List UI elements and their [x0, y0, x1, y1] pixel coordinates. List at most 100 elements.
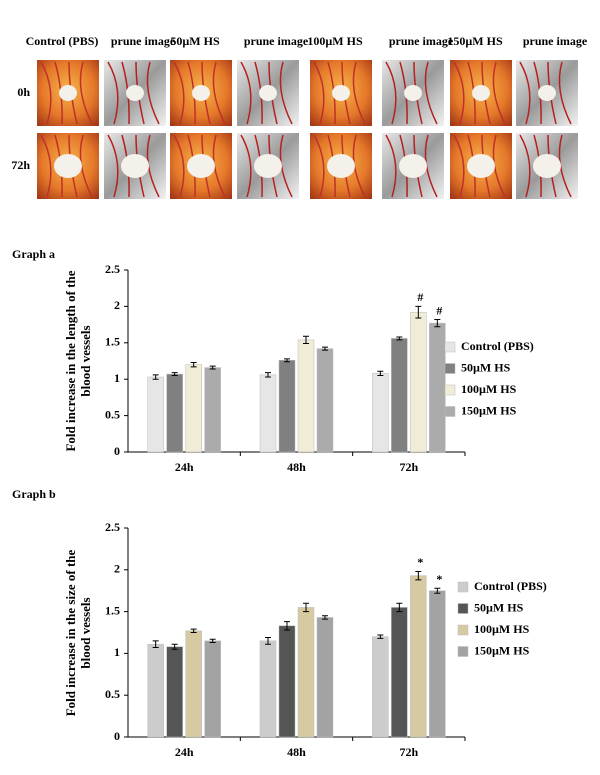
y-tick-label: 0.5	[105, 407, 120, 421]
legend-label: 150µM HS	[474, 643, 530, 657]
bar	[316, 617, 334, 738]
legend-swatch	[457, 624, 469, 636]
bar	[259, 640, 277, 738]
error-bar	[284, 621, 290, 631]
blob	[327, 154, 355, 178]
error-bar	[171, 372, 178, 377]
vessel	[40, 61, 52, 125]
error-bar	[284, 358, 290, 363]
blob	[404, 85, 422, 101]
significance-marker: *	[417, 555, 423, 569]
column-label: Control (PBS)	[26, 34, 99, 48]
vessel	[79, 61, 93, 125]
y-tick-label: 2	[114, 298, 120, 312]
legend-label: 100µM HS	[461, 382, 517, 396]
bar	[147, 643, 164, 738]
significance-marker: #	[436, 303, 442, 317]
legend-swatch	[457, 646, 469, 657]
vessel	[240, 134, 252, 198]
bar	[185, 630, 202, 738]
x-tick-label: 48h	[287, 745, 306, 759]
y-tick-label: 0	[114, 444, 120, 458]
y-tick-label: 2.5	[105, 262, 120, 276]
legend-label: 150µM HS	[461, 403, 517, 417]
legend-label: 100µM HS	[474, 622, 530, 636]
error-bar	[209, 365, 216, 370]
error-bar	[152, 640, 159, 649]
error-bar	[303, 602, 309, 613]
legend-swatch	[444, 363, 456, 374]
error-bar	[415, 570, 422, 581]
error-bar	[303, 335, 309, 345]
legend-swatch	[444, 341, 456, 353]
error-bar	[190, 361, 197, 368]
y-tick-label: 2.5	[105, 520, 120, 534]
bar	[166, 646, 183, 738]
error-bar	[322, 346, 328, 351]
error-bar	[190, 628, 197, 633]
chart-title: Graph b	[12, 487, 56, 501]
significance-marker: *	[436, 572, 442, 586]
vessel	[453, 61, 465, 125]
error-bar	[322, 615, 328, 620]
column-label: prune image	[523, 34, 588, 48]
y-axis-label: Fold increase in the size of the blood v…	[63, 549, 93, 716]
error-bar	[434, 319, 441, 328]
bar	[185, 364, 202, 453]
vessel	[146, 61, 160, 125]
legend-swatch	[444, 406, 456, 417]
y-tick-label: 2	[114, 562, 120, 576]
error-bar	[396, 602, 403, 613]
row-label: 0h	[17, 85, 30, 99]
bar	[429, 590, 446, 738]
vessel	[519, 61, 531, 125]
bar	[410, 575, 427, 738]
column-label: 150µM HS	[447, 34, 503, 48]
blob	[121, 154, 149, 178]
blob	[54, 154, 82, 178]
blob	[467, 154, 495, 178]
y-tick-label: 1.5	[105, 335, 120, 349]
vessel	[492, 61, 506, 125]
error-bar	[265, 637, 271, 645]
y-axis-label: Fold increase in the length of the blood…	[63, 270, 93, 452]
vessel	[385, 134, 397, 198]
legend-label: 50µM HS	[461, 360, 511, 374]
blob	[254, 154, 282, 178]
blob	[59, 85, 77, 101]
chart-title: Graph a	[12, 247, 55, 261]
vessel	[424, 61, 438, 125]
blob	[533, 154, 561, 178]
vessel	[453, 134, 465, 198]
error-bar	[265, 372, 271, 378]
error-bar	[377, 370, 384, 377]
column-label: prune image	[389, 34, 454, 48]
bar	[166, 373, 183, 453]
y-tick-label: 0	[114, 729, 120, 743]
x-tick-label: 48h	[287, 460, 306, 474]
bar	[278, 625, 296, 738]
significance-marker: #	[417, 290, 423, 304]
legend-swatch	[457, 581, 469, 593]
bar	[410, 311, 427, 453]
bar	[204, 367, 221, 453]
legend-swatch	[457, 603, 469, 614]
vessel	[173, 134, 185, 198]
vessel	[385, 61, 397, 125]
blob	[259, 85, 277, 101]
error-bar	[377, 634, 384, 639]
legend-label: Control (PBS)	[474, 579, 547, 593]
y-tick-label: 1.5	[105, 603, 120, 617]
column-label: prune image	[111, 34, 176, 48]
vessel	[279, 61, 293, 125]
vessel	[212, 61, 226, 125]
bar	[372, 636, 389, 738]
bar	[391, 607, 408, 738]
vessel	[107, 61, 119, 125]
bar	[297, 607, 315, 738]
bar	[259, 374, 277, 453]
vessel	[313, 61, 325, 125]
blob	[187, 154, 215, 178]
